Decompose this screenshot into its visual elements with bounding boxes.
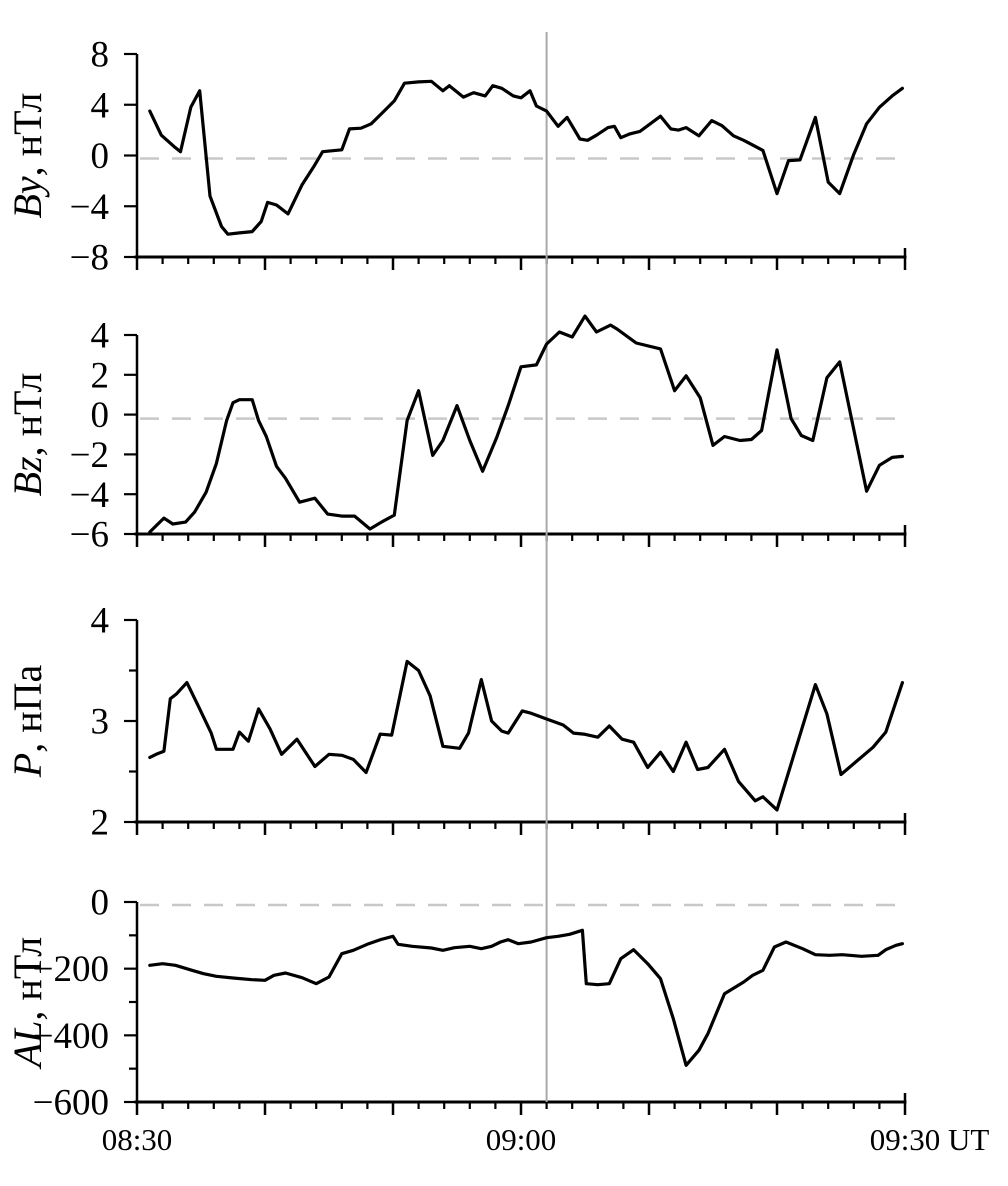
al-y-tick-label: 0 xyxy=(91,883,110,924)
by-y-tick-label: −4 xyxy=(70,187,109,228)
panel-al: 0 −200 −400 −600 AL, нТл xyxy=(5,883,907,1124)
p-y-tick-label: 4 xyxy=(91,601,110,642)
p-y-tick-label: 3 xyxy=(91,702,110,743)
al-y-tick-label: −200 xyxy=(33,949,109,990)
panel-p: 4 3 2 P, нПа xyxy=(5,601,907,844)
bz-axis-label: Bz, нТл xyxy=(5,373,50,497)
by-y-tick-label: 8 xyxy=(91,35,110,76)
x-axis-unit-label-ut: UT xyxy=(948,1122,989,1157)
al-data-curve xyxy=(148,928,905,1067)
bz-y-tick-label: 2 xyxy=(91,355,110,396)
p-axis-label: P, нПа xyxy=(5,665,50,779)
bz-y-tick-label: −4 xyxy=(70,475,109,516)
p-y-tick-label: 2 xyxy=(91,803,110,844)
al-y-tick-label: −400 xyxy=(33,1016,109,1057)
by-y-tick-label: 4 xyxy=(91,85,110,126)
bz-y-tick-label: −2 xyxy=(70,435,109,476)
al-axis-label: AL, нТл xyxy=(5,937,50,1071)
x-axis-time-label-0830: 08:30 xyxy=(102,1122,173,1157)
by-y-tick-label: −8 xyxy=(70,238,109,279)
panel-by: 8 4 0 −4 −8 By, нТл xyxy=(5,35,907,279)
bz-y-tick-label: 4 xyxy=(91,316,110,357)
bz-y-tick-label: 0 xyxy=(91,395,110,436)
bz-y-tick-label: −6 xyxy=(70,515,109,556)
bz-data-curve xyxy=(148,314,905,534)
by-data-curve xyxy=(148,79,905,236)
by-y-tick-label: 0 xyxy=(91,136,110,177)
panel-bz: 420−2−4−6 Bz, нТл xyxy=(5,316,907,556)
p-data-curve xyxy=(148,659,905,812)
by-axis-label: By, нТл xyxy=(5,92,50,218)
x-axis-time-label-0930: 09:30 xyxy=(870,1122,941,1157)
x-axis-time-label-0900: 09:00 xyxy=(486,1122,557,1157)
al-y-tick-label: −600 xyxy=(33,1083,109,1124)
